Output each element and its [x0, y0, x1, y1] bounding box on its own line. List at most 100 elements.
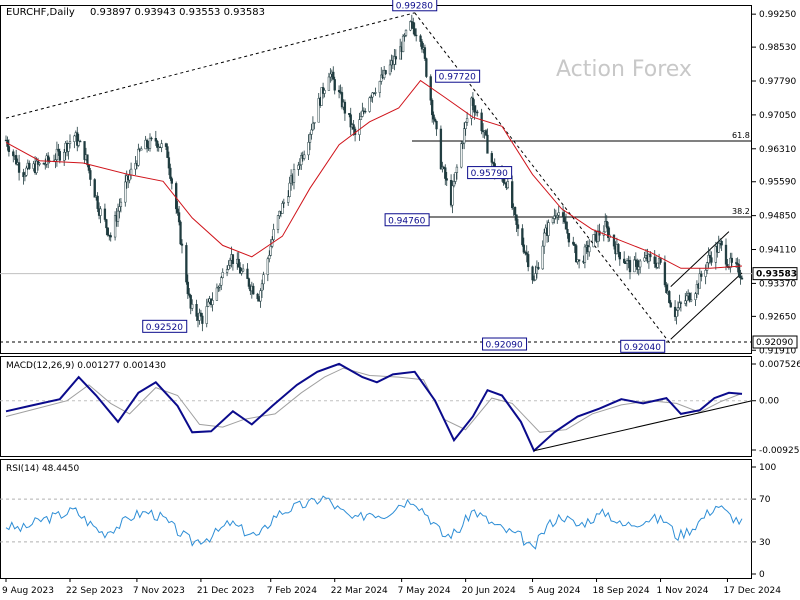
candle-body [463, 128, 466, 144]
candle-body [79, 140, 82, 143]
candle-body [359, 116, 363, 120]
rsi-tick-label: 70 [759, 495, 771, 505]
rsi-panel[interactable]: RSI(14) 48.4450 100 70 30 0 [0, 459, 776, 581]
candle-body [730, 257, 733, 263]
current-price-box [752, 267, 798, 281]
candle-body [329, 73, 332, 78]
candle-body [532, 279, 536, 281]
candle-body [623, 258, 626, 263]
candle-body [129, 168, 133, 176]
price-tick-label: 0.93370 [759, 279, 796, 289]
price-tick-label: 0.99250 [759, 10, 796, 20]
candle-body [247, 278, 251, 287]
candle-body [252, 285, 255, 295]
price-tick-label: 0.91910 [759, 346, 796, 356]
moving-average-line [5, 79, 743, 269]
candle-body [729, 257, 732, 268]
candle-body [435, 120, 438, 130]
candle-body [221, 272, 224, 278]
candle-body [490, 153, 493, 163]
candle-body [323, 90, 326, 94]
candle-body [583, 246, 587, 263]
chart-header-ohlc: 0.93897 0.93943 0.93553 0.93583 [90, 7, 265, 18]
candle-body [308, 134, 312, 143]
candle-body [717, 243, 720, 253]
price-frame [0, 5, 752, 354]
candle-body [179, 221, 182, 245]
candle-body [287, 196, 290, 203]
x-tick-label: 22 Mar 2024 [331, 586, 388, 596]
macd-tick-label: -0.009252 [759, 446, 800, 456]
candle-body [541, 245, 544, 270]
candle-body [612, 234, 616, 247]
candle-body [516, 224, 520, 229]
candle-body [240, 270, 243, 274]
price-tick-label: 0.92650 [759, 312, 796, 322]
candle-body [572, 241, 575, 245]
rsi-frame [0, 459, 752, 579]
candle-body [420, 41, 424, 50]
x-tick-label: 7 Feb 2024 [267, 586, 318, 596]
candle-body [186, 281, 189, 295]
candle-body [605, 221, 608, 227]
candle-body [177, 212, 181, 223]
candle-body [399, 46, 402, 60]
candle-body [588, 246, 591, 253]
candle-body [473, 105, 476, 113]
candle-body [557, 212, 560, 216]
candle-body [358, 119, 361, 135]
candle-body [154, 138, 157, 142]
candle-body [317, 98, 320, 123]
swing-label-box [392, 0, 438, 12]
candle-body [140, 148, 143, 151]
candle-body [700, 273, 703, 277]
price-tick-label: 0.97050 [759, 111, 796, 121]
watermark: Action Forex [556, 57, 692, 82]
candle-body [310, 129, 313, 135]
candle-body [513, 207, 517, 216]
swing-label: 0.94760 [388, 216, 425, 226]
candle-body [618, 252, 621, 260]
candle-body [739, 275, 742, 279]
candle-body [556, 215, 559, 218]
candle-body [246, 268, 249, 279]
candle-body [596, 230, 600, 242]
candle-body [297, 164, 300, 170]
candle-body [444, 167, 447, 179]
candle-body [42, 162, 45, 165]
candle-body [22, 172, 25, 178]
candle-body [484, 130, 488, 136]
candle-body [394, 56, 397, 60]
candle-body [388, 64, 392, 75]
x-tick-label: 17 Dec 2024 [723, 586, 781, 596]
candle-body [256, 293, 259, 300]
x-tick-label: 20 Jun 2024 [462, 586, 516, 596]
candle-body [607, 226, 610, 238]
price-panel[interactable]: 0.99250 0.98530 0.97790 0.97050 0.96310 0.955… [0, 0, 798, 356]
candle-body [433, 118, 437, 122]
candle-body [492, 162, 495, 164]
candle-body [705, 262, 709, 271]
candle-body [164, 143, 168, 147]
candle-body [307, 142, 310, 156]
candle-body [378, 81, 381, 93]
candle-body [68, 141, 72, 144]
x-tick-label: 21 Dec 2023 [197, 586, 255, 596]
candle-body [272, 229, 275, 240]
candle-body [675, 310, 678, 317]
candle-body [300, 155, 303, 166]
candle-body [537, 266, 540, 270]
candle-body [262, 274, 265, 285]
candle-body [464, 122, 467, 129]
swing-label: 0.92040 [624, 343, 661, 353]
price-tick-label: 0.96310 [759, 145, 796, 155]
candle-body [106, 227, 109, 236]
candle-body [77, 140, 80, 146]
candle-body [83, 141, 86, 160]
rsi-tick-label: 100 [759, 463, 776, 473]
swing-label-box [142, 319, 188, 333]
candle-body [327, 76, 331, 91]
macd-panel[interactable]: MACD(12,26,9) 0.001277 0.001430 0.007526 0… [0, 356, 800, 457]
candle-body [707, 255, 710, 264]
